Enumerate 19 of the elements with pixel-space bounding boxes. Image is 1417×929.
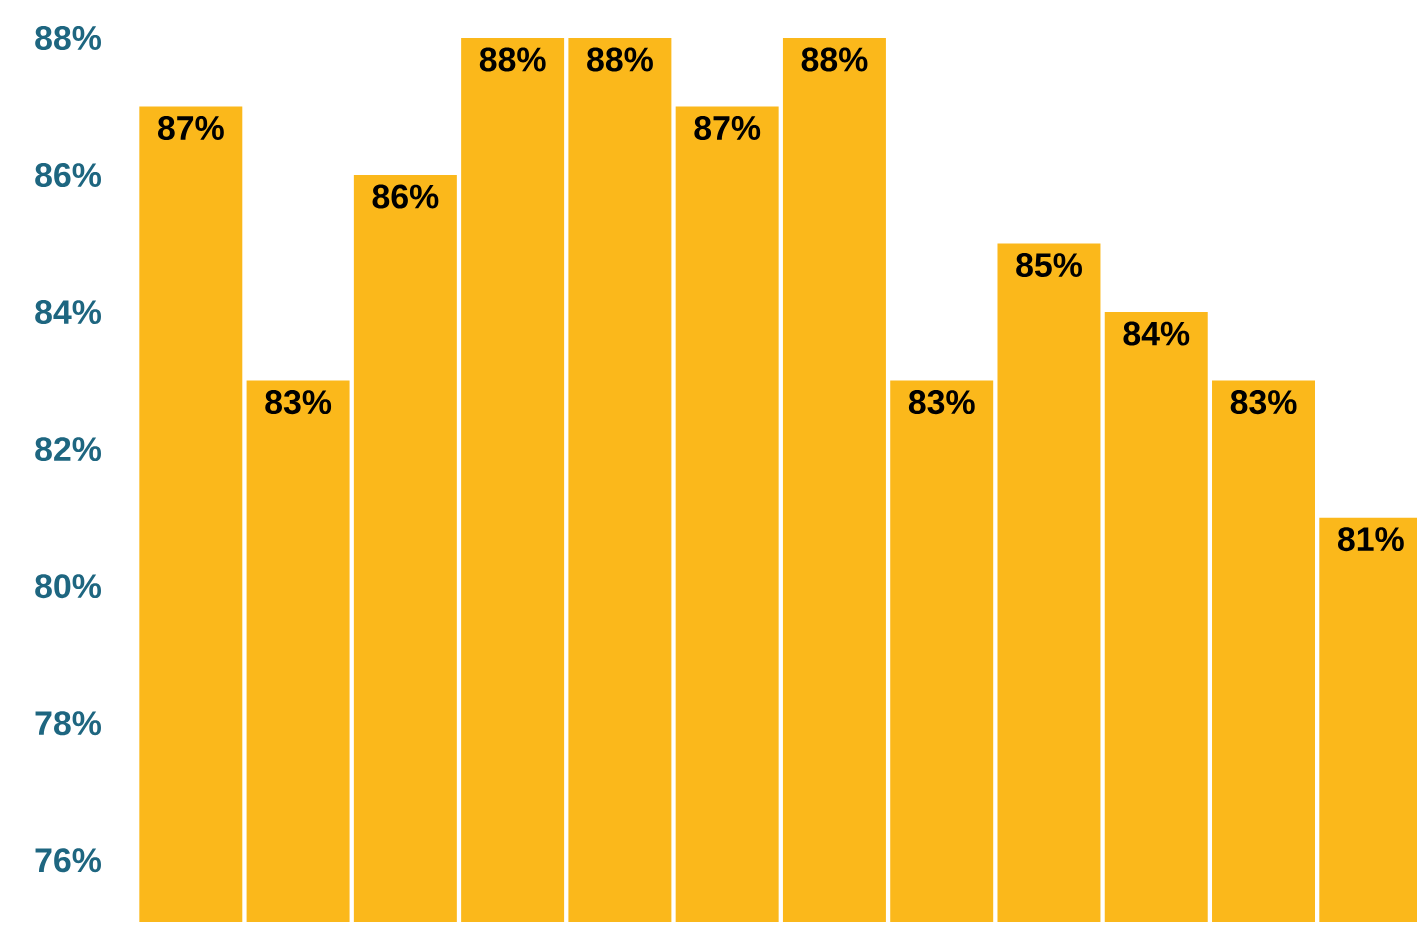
y-tick-label: 80% — [35, 574, 101, 599]
data-label: 83% — [265, 390, 332, 415]
y-tick-label: 78% — [35, 711, 101, 736]
data-label: 81% — [1337, 527, 1404, 552]
data-label: 87% — [158, 116, 224, 141]
y-tick-label: 88% — [35, 26, 101, 51]
data-label: 85% — [1016, 253, 1082, 278]
data-label: 88% — [587, 47, 653, 72]
data-label: 86% — [372, 184, 439, 209]
data-label: 83% — [1230, 390, 1297, 415]
y-tick-label: 82% — [35, 437, 101, 462]
y-tick-label: 86% — [35, 163, 101, 188]
y-tick-label: 76% — [35, 848, 101, 873]
data-label: 87% — [694, 116, 761, 141]
data-label: 84% — [1123, 321, 1190, 346]
data-label: 88% — [801, 47, 868, 72]
data-label: 83% — [908, 390, 975, 415]
data-label: 88% — [479, 47, 546, 72]
y-tick-label: 84% — [35, 300, 101, 325]
